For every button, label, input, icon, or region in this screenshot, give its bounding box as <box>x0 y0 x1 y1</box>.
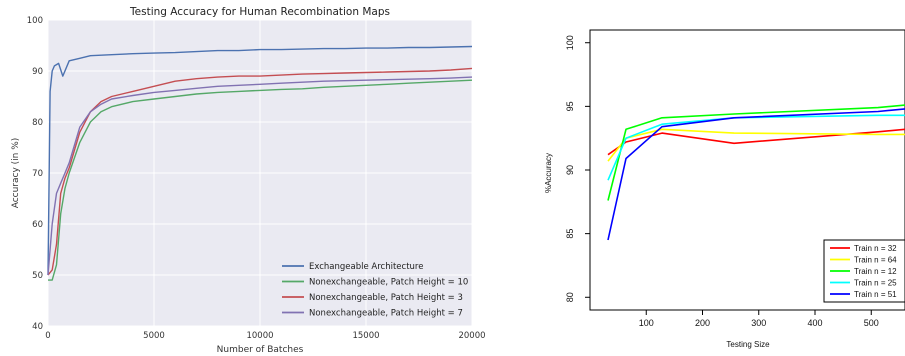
right-x-ticks: 100 200 300 400 500 <box>639 310 879 328</box>
left-y-tick-label: 100 <box>27 16 43 26</box>
left-x-tick-label: 15000 <box>352 331 379 341</box>
left-y-tick-label: 60 <box>32 220 43 230</box>
left-legend-label-3: Nonexchangeable, Patch Height = 7 <box>309 309 463 319</box>
right-legend: Train n = 32 Train n = 64 Train n = 12 Trai… <box>823 239 905 303</box>
left-legend: Exchangeable Architecture Nonexchangeable… <box>282 262 468 319</box>
right-series-line-4 <box>607 108 905 241</box>
right-y-tick-label: 100 <box>565 35 575 50</box>
right-x-tick-label: 100 <box>639 318 654 328</box>
right-x-tick-label: 200 <box>695 318 710 328</box>
right-legend-label-1: Train n = 64 <box>854 256 897 265</box>
left-legend-label-1: Nonexchangeable, Patch Height = 10 <box>309 278 468 288</box>
left-series-line-2 <box>47 67 473 276</box>
right-y-axis-label: %Accuracy <box>544 153 553 193</box>
left-x-tick-label: 0 <box>45 331 50 341</box>
left-chart: Testing Accuracy for Human Recombination… <box>11 6 486 355</box>
left-series-line-3 <box>47 76 473 276</box>
left-legend-label-2: Nonexchangeable, Patch Height = 3 <box>309 293 463 303</box>
left-y-tick-label: 80 <box>32 118 43 128</box>
left-x-tick-label: 20000 <box>458 331 485 341</box>
right-legend-label-4: Train n = 51 <box>854 290 897 299</box>
left-y-axis-label: Accuracy (in %) <box>11 138 21 209</box>
left-series-line-1 <box>48 79 473 281</box>
right-chart: Testing Size %Accuracy 100 200 300 400 500 8… <box>544 29 905 349</box>
left-x-tick-label: 10000 <box>246 331 273 341</box>
right-series-line-2 <box>607 104 905 201</box>
right-x-tick-label: 400 <box>807 318 822 328</box>
left-y-tick-label: 90 <box>32 67 43 77</box>
right-y-ticks: 80 85 90 95 100 <box>565 35 590 302</box>
right-series-lines <box>607 104 905 241</box>
left-y-tick-label: 50 <box>32 271 43 281</box>
left-x-tick-label: 5000 <box>143 331 165 341</box>
right-y-tick-label: 85 <box>565 229 575 239</box>
left-legend-label-0: Exchangeable Architecture <box>309 262 423 272</box>
left-series-line-0 <box>47 45 473 276</box>
left-chart-title: Testing Accuracy for Human Recombination… <box>129 6 390 18</box>
right-legend-label-0: Train n = 32 <box>854 244 897 253</box>
right-x-tick-label: 500 <box>864 318 879 328</box>
left-y-tick-labels: 40 50 60 70 80 90 100 <box>27 16 43 332</box>
right-y-tick-label: 80 <box>565 292 575 302</box>
left-y-tick-label: 40 <box>32 322 43 332</box>
right-x-tick-label: 300 <box>751 318 766 328</box>
right-legend-label-2: Train n = 12 <box>854 267 897 276</box>
right-series-line-3 <box>607 114 905 181</box>
left-y-tick-label: 70 <box>32 169 43 179</box>
left-x-tick-labels: 0 5000 10000 15000 20000 <box>45 331 485 341</box>
left-series-lines <box>47 45 473 281</box>
left-x-axis-label: Number of Batches <box>217 345 304 355</box>
right-y-tick-label: 95 <box>565 101 575 111</box>
right-y-tick-label: 90 <box>565 165 575 175</box>
right-legend-label-3: Train n = 25 <box>854 279 897 288</box>
right-x-axis-label: Testing Size <box>726 340 770 349</box>
